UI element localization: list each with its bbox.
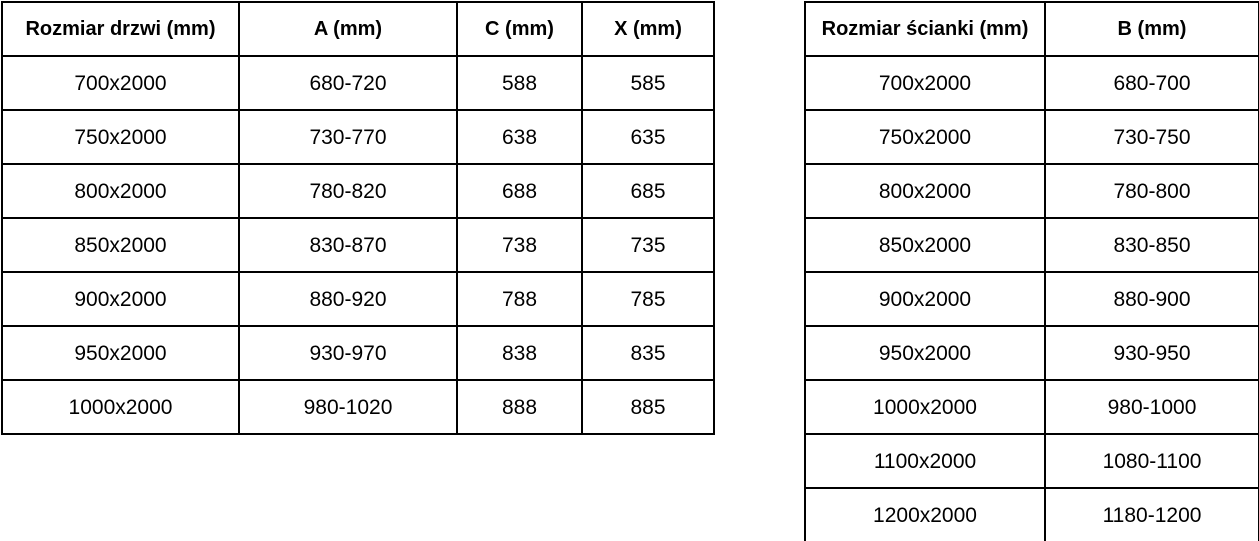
table-cell: 588 xyxy=(456,55,583,111)
wall-size-table-header: Rozmiar ścianki (mm) B (mm) xyxy=(804,1,1259,57)
table-cell: 738 xyxy=(456,217,583,273)
table-row: 750x2000 730-770 638 635 xyxy=(1,109,715,165)
column-header: Rozmiar drzwi (mm) xyxy=(1,1,240,57)
table-cell: 980-1020 xyxy=(238,379,458,435)
table-cell: 750x2000 xyxy=(1,109,240,165)
table-row: 950x2000 930-970 838 835 xyxy=(1,325,715,381)
table-cell: 785 xyxy=(581,271,715,327)
table-cell: 1080-1100 xyxy=(1044,433,1259,489)
table-cell: 635 xyxy=(581,109,715,165)
table-cell: 735 xyxy=(581,217,715,273)
wall-size-table-body: 700x2000 680-700 750x2000 730-750 800x2000 78… xyxy=(804,55,1259,541)
column-header: C (mm) xyxy=(456,1,583,57)
table-cell: 1100x2000 xyxy=(804,433,1046,489)
table-row: 750x2000 730-750 xyxy=(804,109,1259,165)
column-header: A (mm) xyxy=(238,1,458,57)
table-row: 850x2000 830-850 xyxy=(804,217,1259,273)
wall-size-table: Rozmiar ścianki (mm) B (mm) 700x2000 680-7… xyxy=(804,1,1259,541)
table-cell: 950x2000 xyxy=(1,325,240,381)
table-cell: 1180-1200 xyxy=(1044,487,1259,541)
table-cell: 888 xyxy=(456,379,583,435)
table-cell: 830-870 xyxy=(238,217,458,273)
table-cell: 1200x2000 xyxy=(804,487,1046,541)
table-cell: 800x2000 xyxy=(804,163,1046,219)
table-cell: 850x2000 xyxy=(1,217,240,273)
table-cell: 730-750 xyxy=(1044,109,1259,165)
table-cell: 688 xyxy=(456,163,583,219)
table-cell: 950x2000 xyxy=(804,325,1046,381)
table-row: 1000x2000 980-1000 xyxy=(804,379,1259,435)
table-cell: 638 xyxy=(456,109,583,165)
door-size-table: Rozmiar drzwi (mm) A (mm) C (mm) X (mm) 700… xyxy=(1,1,715,435)
table-cell: 700x2000 xyxy=(1,55,240,111)
table-cell: 780-820 xyxy=(238,163,458,219)
column-header: X (mm) xyxy=(581,1,715,57)
door-size-table-header: Rozmiar drzwi (mm) A (mm) C (mm) X (mm) xyxy=(1,1,715,57)
table-row: 950x2000 930-950 xyxy=(804,325,1259,381)
table-row: 700x2000 680-720 588 585 xyxy=(1,55,715,111)
header-row: Rozmiar drzwi (mm) A (mm) C (mm) X (mm) xyxy=(1,1,715,57)
door-size-table-body: 700x2000 680-720 588 585 750x2000 730-770 638 6… xyxy=(1,55,715,435)
table-row: 800x2000 780-800 xyxy=(804,163,1259,219)
table-row: 800x2000 780-820 688 685 xyxy=(1,163,715,219)
table-cell: 880-900 xyxy=(1044,271,1259,327)
column-header: B (mm) xyxy=(1044,1,1259,57)
column-header: Rozmiar ścianki (mm) xyxy=(804,1,1046,57)
table-cell: 780-800 xyxy=(1044,163,1259,219)
table-row: 850x2000 830-870 738 735 xyxy=(1,217,715,273)
table-row: 700x2000 680-700 xyxy=(804,55,1259,111)
table-cell: 680-700 xyxy=(1044,55,1259,111)
table-row: 1200x2000 1180-1200 xyxy=(804,487,1259,541)
table-cell: 788 xyxy=(456,271,583,327)
table-cell: 835 xyxy=(581,325,715,381)
table-row: 1000x2000 980-1020 888 885 xyxy=(1,379,715,435)
table-cell: 880-920 xyxy=(238,271,458,327)
table-cell: 900x2000 xyxy=(1,271,240,327)
table-cell: 1000x2000 xyxy=(804,379,1046,435)
table-cell: 850x2000 xyxy=(804,217,1046,273)
table-cell: 750x2000 xyxy=(804,109,1046,165)
table-cell: 800x2000 xyxy=(1,163,240,219)
table-row: 900x2000 880-920 788 785 xyxy=(1,271,715,327)
header-row: Rozmiar ścianki (mm) B (mm) xyxy=(804,1,1259,57)
table-cell: 885 xyxy=(581,379,715,435)
table-cell: 838 xyxy=(456,325,583,381)
table-cell: 1000x2000 xyxy=(1,379,240,435)
table-row: 1100x2000 1080-1100 xyxy=(804,433,1259,489)
table-cell: 730-770 xyxy=(238,109,458,165)
table-cell: 685 xyxy=(581,163,715,219)
table-cell: 830-850 xyxy=(1044,217,1259,273)
table-cell: 585 xyxy=(581,55,715,111)
table-cell: 930-970 xyxy=(238,325,458,381)
table-cell: 700x2000 xyxy=(804,55,1046,111)
table-cell: 930-950 xyxy=(1044,325,1259,381)
table-cell: 900x2000 xyxy=(804,271,1046,327)
table-row: 900x2000 880-900 xyxy=(804,271,1259,327)
table-cell: 980-1000 xyxy=(1044,379,1259,435)
table-cell: 680-720 xyxy=(238,55,458,111)
